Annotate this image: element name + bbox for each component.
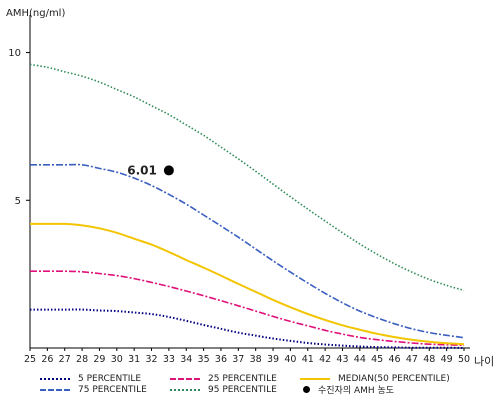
patient-amh-point [163, 165, 174, 176]
legend-dot-icon [303, 386, 310, 393]
x-tick-label: 31 [128, 354, 140, 365]
y-tick-label: 5 [15, 196, 21, 207]
x-tick-label: 47 [406, 354, 418, 365]
legend-swatch [40, 377, 70, 380]
legend-label: 25 PERCENTILE [208, 373, 277, 384]
x-tick-label: 26 [41, 354, 53, 365]
x-tick-label: 50 [458, 354, 470, 365]
legend-item-25-percentile: 25 PERCENTILE [170, 372, 277, 385]
x-tick-label: 34 [180, 354, 192, 365]
x-tick-label: 35 [198, 354, 210, 365]
legend-label: 수진자의 AMH 농도 [318, 386, 395, 396]
legend-swatch [40, 388, 70, 391]
legend-item-75-percentile: 75 PERCENTILE [40, 383, 147, 396]
legend-swatch [300, 377, 330, 380]
x-tick-label: 44 [354, 354, 366, 365]
x-tick-label: 41 [302, 354, 314, 365]
point-layer: 6.01 [127, 163, 174, 177]
legend-item-median: MEDIAN(50 PERCENTILE) [300, 372, 450, 385]
y-axis-title: AMH(ng/ml) [6, 8, 65, 19]
x-tick-label: 37 [232, 354, 244, 365]
x-tick-label: 28 [76, 354, 88, 365]
x-axis-title: 나이 [474, 355, 494, 368]
x-tick-label: 46 [389, 354, 401, 365]
legend-label: 95 PERCENTILE [208, 384, 277, 395]
axes: 5 10 25 26 27 28 29 30 31 32 33 34 35 36 37 38 39 40 41 42 4… [8, 15, 470, 365]
x-tick-label: 38 [250, 354, 262, 365]
series-line-2 [30, 270, 465, 347]
x-tick-label: 39 [267, 354, 279, 365]
patient-amh-label: 6.01 [127, 163, 157, 177]
legend-label: MEDIAN(50 PERCENTILE) [338, 373, 450, 384]
legend: 5 PERCENTILE 25 PERCENTILE MEDIAN(50 PER… [40, 372, 500, 400]
x-tick-label: 43 [336, 354, 348, 365]
x-tick-label: 33 [163, 354, 175, 365]
x-tick-label: 27 [59, 354, 71, 365]
series-line-0 [29, 308, 465, 349]
x-tick-label: 25 [24, 354, 36, 365]
legend-swatch [170, 377, 200, 380]
x-tick-label: 49 [441, 354, 453, 365]
series-line-3 [29, 63, 465, 292]
x-tick-label: 29 [93, 354, 105, 365]
x-tick-label: 42 [319, 354, 331, 365]
x-tick-label: 45 [371, 354, 383, 365]
legend-label: 75 PERCENTILE [78, 384, 147, 395]
legend-item-95-percentile: 95 PERCENTILE [170, 383, 277, 396]
series-line-1 [29, 163, 465, 339]
x-tick-label: 40 [284, 354, 296, 365]
legend-swatch [170, 388, 200, 391]
series-layer [29, 63, 465, 349]
legend-item-5-percentile: 5 PERCENTILE [40, 372, 141, 385]
y-tick-label: 10 [8, 48, 21, 59]
legend-label: 5 PERCENTILE [78, 373, 142, 384]
series-line-4 [30, 222, 465, 346]
x-tick-label: 32 [145, 354, 157, 365]
x-tick-label: 30 [111, 354, 123, 365]
x-tick-label: 48 [423, 354, 435, 365]
legend-item-patient-amh: 수진자의 AMH 농도 [300, 383, 394, 396]
x-tick-label: 36 [215, 354, 227, 365]
